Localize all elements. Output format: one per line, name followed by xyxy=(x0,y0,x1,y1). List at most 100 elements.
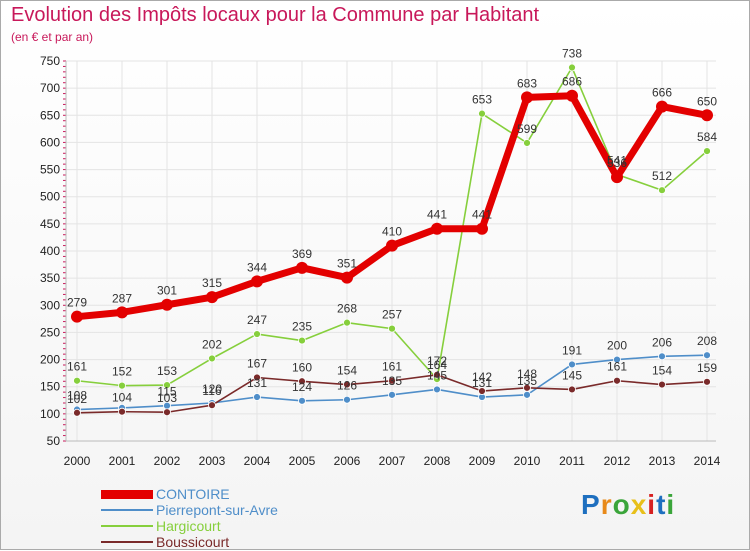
data-point-hargicourt xyxy=(478,109,486,118)
y-tick-label: 700 xyxy=(40,81,60,95)
legend-label: Hargicourt xyxy=(156,518,221,534)
data-label-boussicourt: 154 xyxy=(652,364,672,378)
logo-letter: i xyxy=(647,489,657,520)
data-label-hargicourt: 584 xyxy=(697,130,717,144)
x-tick-label: 2011 xyxy=(559,454,585,468)
data-label-contoire: 369 xyxy=(292,247,312,261)
axis-layer: 50 100 150 200 250 300 350 400 450 500 550 600 650 70… xyxy=(40,54,721,468)
data-label-boussicourt: 167 xyxy=(247,356,267,370)
chart-title: Evolution des Impôts locaux pour la Comm… xyxy=(11,4,540,26)
data-point-hargicourt xyxy=(298,336,306,345)
logo-letter: P xyxy=(581,489,601,520)
data-label-boussicourt: 116 xyxy=(202,384,221,398)
data-point-contoire xyxy=(611,171,623,184)
data-label-contoire: 410 xyxy=(382,225,402,239)
data-point-hargicourt xyxy=(208,354,216,363)
legend-label: Pierrepont-sur-Avre xyxy=(156,502,278,518)
data-label-contoire: 441 xyxy=(427,208,447,222)
data-point-hargicourt xyxy=(658,186,666,195)
data-point-pierrepont-sur-avre xyxy=(523,390,531,399)
x-tick-label: 2004 xyxy=(244,454,271,468)
data-point-hargicourt xyxy=(388,324,396,333)
x-tick-label: 2010 xyxy=(514,454,541,468)
legend-item: Boussicourt xyxy=(101,534,278,550)
data-point-contoire xyxy=(386,239,398,252)
chart-subtitle: (en € et par an) xyxy=(11,30,94,44)
data-point-contoire xyxy=(341,271,353,284)
x-tick-label: 2012 xyxy=(604,454,631,468)
y-tick-label: 550 xyxy=(40,163,60,177)
data-label-hargicourt: 512 xyxy=(652,169,672,183)
y-tick-label: 500 xyxy=(40,190,60,204)
data-label-pierrepont-sur-avre: 126 xyxy=(337,379,357,393)
x-tick-label: 2003 xyxy=(199,454,226,468)
data-point-boussicourt xyxy=(343,380,351,389)
x-tick-label: 2009 xyxy=(469,454,496,468)
data-point-pierrepont-sur-avre xyxy=(703,351,711,360)
data-point-hargicourt xyxy=(253,330,261,338)
data-point-boussicourt xyxy=(613,376,621,385)
x-tick-label: 2008 xyxy=(424,454,451,468)
data-point-contoire xyxy=(71,310,83,323)
data-label-contoire: 650 xyxy=(697,94,717,108)
data-label-contoire: 686 xyxy=(562,75,582,89)
data-label-contoire: 351 xyxy=(337,257,357,271)
y-tick-label: 100 xyxy=(40,407,60,421)
data-label-hargicourt: 257 xyxy=(382,308,402,322)
y-tick-label: 750 xyxy=(40,54,60,68)
x-tick-label: 2014 xyxy=(694,454,721,468)
y-tick-label: 650 xyxy=(40,108,60,122)
data-label-pierrepont-sur-avre: 120 xyxy=(202,382,222,396)
data-point-contoire xyxy=(431,222,443,235)
data-label-boussicourt: 160 xyxy=(292,360,312,374)
data-label-hargicourt: 247 xyxy=(247,313,267,327)
data-point-contoire xyxy=(701,109,713,122)
data-point-contoire xyxy=(566,89,578,102)
legend-swatch xyxy=(101,525,153,527)
data-label-pierrepont-sur-avre: 135 xyxy=(517,374,537,388)
x-tick-label: 2002 xyxy=(154,454,181,468)
data-label-boussicourt: 142 xyxy=(472,370,492,384)
y-tick-label: 600 xyxy=(40,135,60,149)
x-tick-label: 2007 xyxy=(379,454,406,468)
data-label-boussicourt: 148 xyxy=(517,367,537,381)
data-point-pierrepont-sur-avre xyxy=(568,360,576,369)
data-point-hargicourt xyxy=(73,376,81,385)
proxiti-logo: Proxiti xyxy=(581,489,675,521)
logo-letter: o xyxy=(612,489,631,520)
data-point-boussicourt xyxy=(118,407,126,416)
data-label-boussicourt: 154 xyxy=(337,364,357,378)
data-point-hargicourt xyxy=(343,318,351,327)
data-point-pierrepont-sur-avre xyxy=(388,390,396,399)
data-label-hargicourt: 161 xyxy=(67,360,87,374)
logo-letter: t xyxy=(656,489,667,520)
data-label-pierrepont-sur-avre: 124 xyxy=(292,380,312,394)
logo-letter: x xyxy=(630,489,648,520)
data-point-pierrepont-sur-avre xyxy=(253,393,261,401)
data-point-contoire xyxy=(521,91,533,104)
data-point-contoire xyxy=(251,275,263,288)
y-tick-label: 50 xyxy=(47,434,61,448)
data-point-boussicourt xyxy=(388,376,396,385)
data-label-contoire: 344 xyxy=(247,260,267,274)
legend-swatch xyxy=(101,509,153,511)
data-point-contoire xyxy=(656,100,668,113)
legend-item: Hargicourt xyxy=(101,518,278,534)
data-label-contoire: 315 xyxy=(202,276,222,290)
x-tick-label: 2013 xyxy=(649,454,676,468)
data-label-hargicourt: 738 xyxy=(562,47,582,61)
legend-swatch xyxy=(101,489,153,499)
data-label-hargicourt: 268 xyxy=(337,302,357,316)
data-point-pierrepont-sur-avre xyxy=(658,352,666,361)
data-point-hargicourt xyxy=(568,63,576,72)
data-point-boussicourt xyxy=(478,387,486,395)
legend: CONTOIRE Pierrepont-sur-Avre Hargicourt Bou… xyxy=(101,486,278,550)
y-tick-label: 350 xyxy=(40,271,60,285)
data-point-boussicourt xyxy=(658,380,666,389)
data-point-contoire xyxy=(206,291,218,304)
x-tick-label: 2001 xyxy=(109,454,136,468)
y-tick-label: 200 xyxy=(40,353,60,367)
y-tick-label: 150 xyxy=(40,380,60,394)
